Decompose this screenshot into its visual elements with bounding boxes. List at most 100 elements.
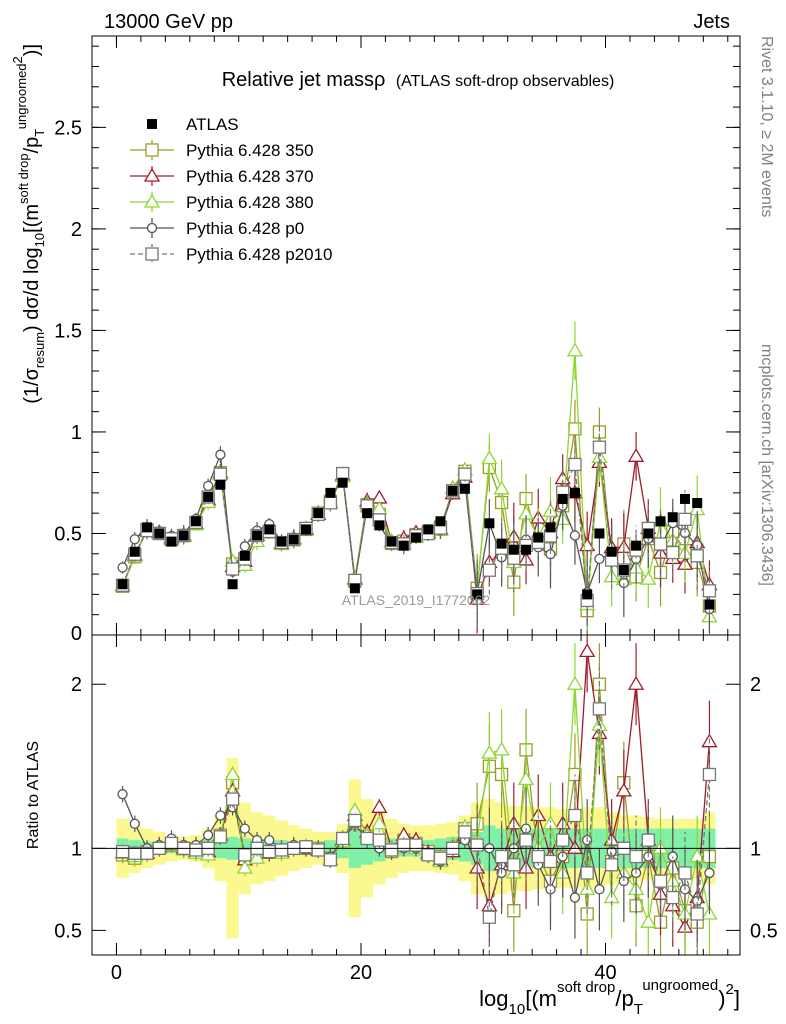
- atlas-data-point: [582, 589, 593, 600]
- atlas-data-point: [349, 583, 360, 594]
- ratio-y-tick-label-right: 0.5: [750, 920, 778, 942]
- legend-marker: [143, 193, 161, 208]
- ratio-y-tick-label-right: 1: [750, 838, 761, 860]
- rivet-version-label: Rivet 3.1.10, ≥ 2M events: [758, 36, 775, 217]
- atlas-data-point: [484, 518, 495, 529]
- ratio-point: [372, 833, 386, 847]
- chart-title: Relative jet massρ (ATLAS soft-drop obse…: [222, 69, 615, 91]
- ratio-point: [213, 830, 228, 844]
- legend-label: Pythia 6.428 380: [186, 193, 314, 212]
- ratio-point: [519, 833, 533, 847]
- header-category: Jets: [693, 11, 730, 33]
- ratio-point: [348, 813, 362, 828]
- ratio-point: [360, 831, 374, 846]
- ratio-point: [615, 782, 632, 797]
- atlas-data-point: [203, 491, 214, 502]
- ratio-point: [421, 848, 435, 862]
- atlas-data-point: [166, 536, 177, 547]
- ratio-point: [264, 834, 275, 846]
- ratio-point: [690, 907, 704, 921]
- legend-marker: [143, 167, 161, 182]
- ratio-point: [641, 833, 655, 847]
- legend: ATLAS Pythia 6.428 350 Pythia 6.428 370 Pyt…: [130, 115, 333, 264]
- data-point: [482, 563, 497, 577]
- atlas-data-point: [142, 522, 153, 533]
- ratio-point: [531, 849, 545, 864]
- ratio-point: [493, 741, 510, 756]
- atlas-data-point: [447, 485, 458, 496]
- y-tick-label: 1: [71, 422, 82, 444]
- ratio-point: [384, 843, 399, 857]
- data-point: [592, 440, 607, 454]
- y-axis-label: (1/σresum) dσ/d log10[(msoft drop/pTungr…: [10, 44, 47, 404]
- atlas-data-point: [215, 479, 226, 490]
- data-point: [225, 562, 240, 576]
- data-point: [117, 562, 128, 573]
- ratio-point: [335, 831, 350, 846]
- data-point: [653, 537, 668, 551]
- atlas-data-point: [667, 512, 678, 523]
- ratio-point: [433, 851, 448, 865]
- legend-label: ATLAS: [186, 115, 239, 134]
- atlas-data-point: [508, 544, 519, 555]
- ratio-point: [627, 675, 645, 690]
- data-point: [481, 450, 498, 465]
- data-point: [215, 449, 226, 460]
- ratio-point: [556, 833, 570, 847]
- ratio-point: [494, 849, 509, 864]
- ratio-point: [517, 771, 535, 786]
- ratio-point: [543, 854, 558, 869]
- atlas-data-point: [288, 534, 299, 545]
- atlas-data-point: [692, 498, 703, 509]
- atlas-data-point: [190, 516, 201, 527]
- data-point: [690, 549, 704, 563]
- ratio-point: [470, 838, 484, 852]
- watermark: ATLAS_2019_I1772062: [342, 592, 491, 608]
- y-axis-zero-label: 0: [71, 623, 82, 645]
- ratio-point: [569, 892, 581, 903]
- atlas-data-point: [704, 599, 715, 610]
- ratio-point: [594, 884, 605, 895]
- atlas-data-point: [374, 520, 385, 531]
- atlas-data-point: [655, 516, 666, 527]
- atlas-data-point: [300, 524, 311, 535]
- atlas-data-point: [129, 546, 140, 557]
- legend-label: Pythia 6.428 370: [186, 167, 314, 186]
- legend-marker: [146, 222, 158, 234]
- ratio-point: [629, 849, 643, 864]
- atlas-data-point: [337, 477, 348, 488]
- ratio-y-tick-label-left: 0.5: [54, 920, 82, 942]
- x-tick-label: 40: [594, 962, 616, 984]
- atlas-data-point: [533, 532, 544, 543]
- atlas-data-point: [276, 536, 287, 547]
- ratio-point: [129, 818, 140, 829]
- ratio-plot-frame: [91, 634, 741, 956]
- data-point: [568, 457, 582, 472]
- data-point: [458, 467, 472, 481]
- atlas-data-point: [679, 493, 690, 504]
- legend-label: Pythia 6.428 p0: [186, 219, 304, 238]
- ratio-point: [507, 858, 521, 872]
- atlas-data-point: [557, 493, 568, 504]
- data-point: [493, 480, 510, 495]
- ratio-point: [678, 866, 692, 880]
- data-point: [203, 480, 214, 492]
- ratio-point: [248, 849, 266, 864]
- atlas-data-point: [459, 483, 470, 494]
- atlas-data-point: [154, 528, 165, 539]
- ratio-point: [274, 843, 289, 857]
- ratio-point: [566, 675, 584, 690]
- legend-marker: [147, 119, 157, 129]
- data-point: [129, 534, 140, 545]
- atlas-data-point: [252, 530, 263, 541]
- atlas-data-point: [386, 536, 397, 547]
- ratio-point: [653, 874, 668, 888]
- ratio-point: [115, 844, 130, 859]
- atlas-data-point: [423, 524, 434, 535]
- atlas-data-point: [631, 540, 642, 551]
- ratio-y-tick-label-right: 2: [750, 674, 761, 696]
- atlas-data-point: [117, 579, 128, 590]
- ratio-point: [371, 815, 388, 830]
- atlas-data-point: [606, 546, 617, 557]
